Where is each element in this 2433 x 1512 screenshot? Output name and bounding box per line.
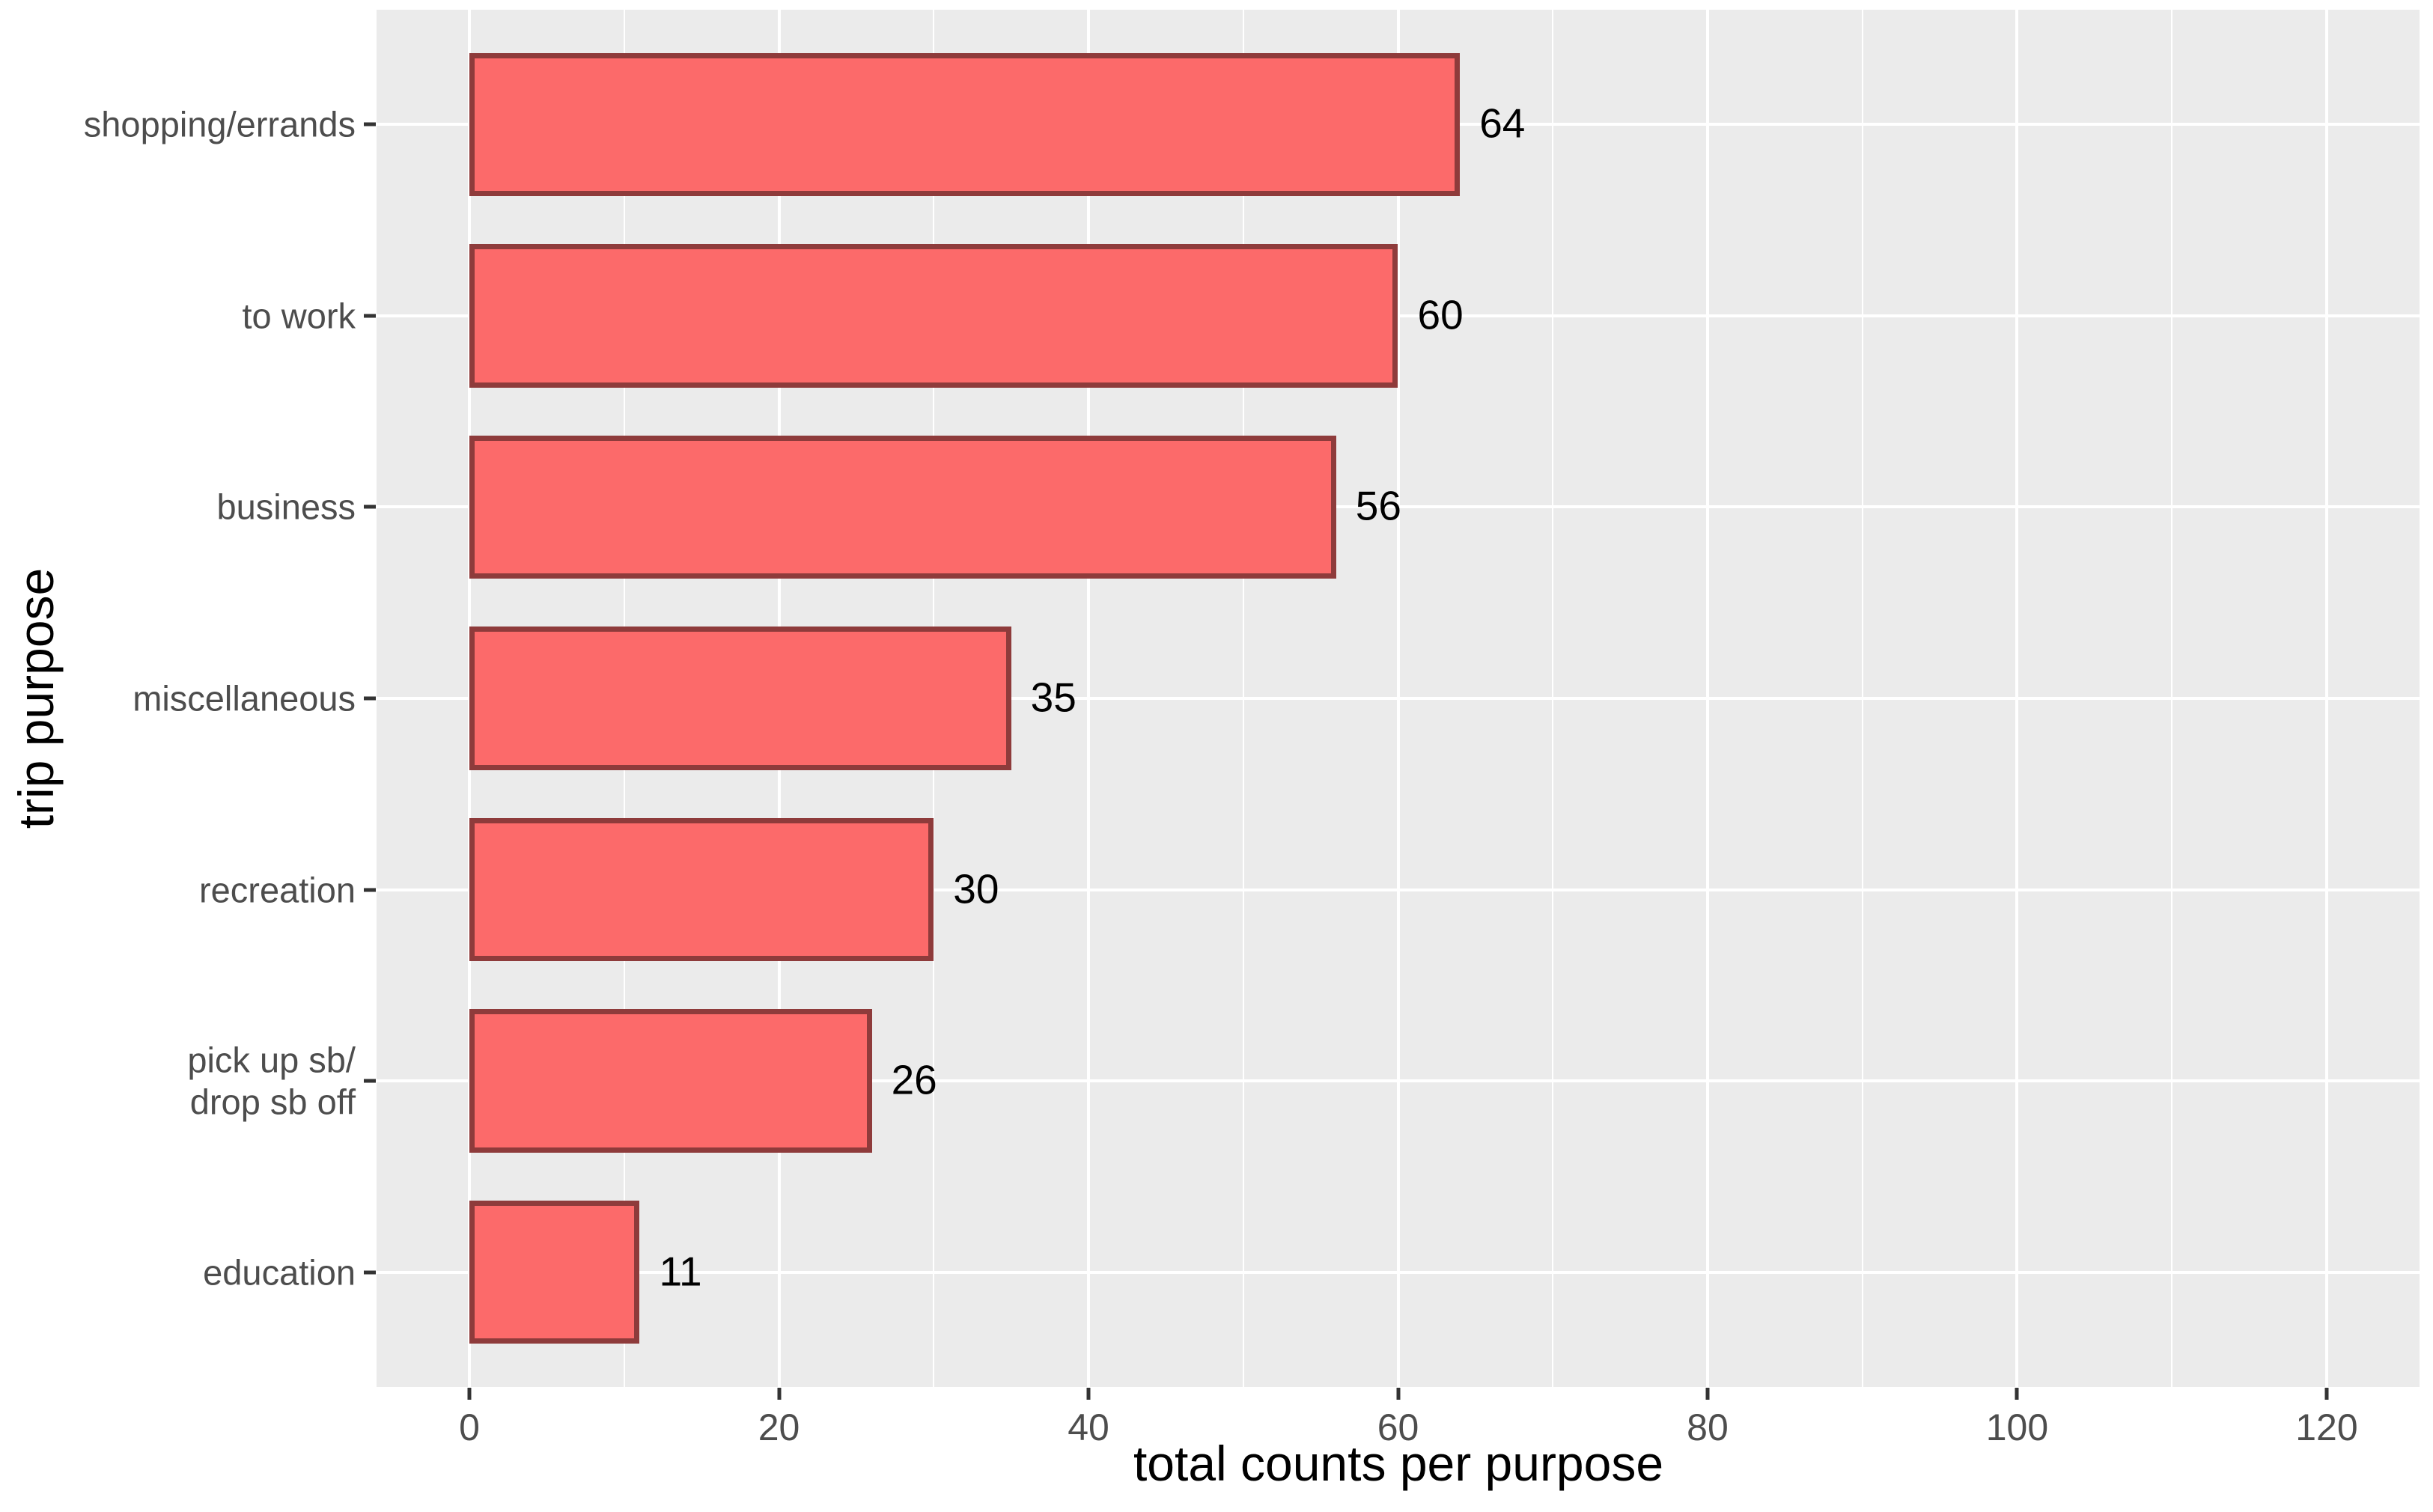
x-tick-mark-40 bbox=[1086, 1388, 1091, 1400]
x-tick-label-100: 100 bbox=[1985, 1406, 2049, 1448]
x-tick-label-80: 80 bbox=[1687, 1406, 1729, 1448]
x-axis-title: total counts per purpose bbox=[1133, 1436, 1664, 1491]
bar-value-label-business: 56 bbox=[1355, 482, 1401, 529]
bar-education bbox=[469, 1200, 640, 1344]
y-tick-mark-education bbox=[364, 1270, 376, 1275]
plot-panel bbox=[377, 10, 2420, 1387]
x-tick-mark-0 bbox=[467, 1388, 472, 1400]
gridline-major-y-to-work bbox=[377, 314, 2420, 317]
bar-value-label-to-work: 60 bbox=[1417, 291, 1464, 338]
y-tick-mark-business bbox=[364, 504, 376, 509]
gridline-major-y-pick-up-sb-drop-sb-off bbox=[377, 1079, 2420, 1083]
bar-value-label-education: 11 bbox=[659, 1248, 702, 1295]
bar-value-label-miscellaneous: 35 bbox=[1030, 674, 1077, 721]
y-tick-mark-miscellaneous bbox=[364, 696, 376, 701]
y-tick-label-business: business bbox=[216, 487, 356, 527]
bar-value-label-recreation: 30 bbox=[953, 865, 999, 912]
x-tick-mark-60 bbox=[1396, 1388, 1400, 1400]
bar-shopping-errands bbox=[469, 52, 1461, 197]
x-tick-mark-80 bbox=[1705, 1388, 1710, 1400]
bar-business bbox=[469, 435, 1336, 579]
bar-miscellaneous bbox=[469, 627, 1011, 770]
x-tick-mark-100 bbox=[2015, 1388, 2019, 1400]
x-tick-label-0: 0 bbox=[459, 1406, 480, 1448]
x-tick-label-60: 60 bbox=[1377, 1406, 1419, 1448]
x-tick-label-20: 20 bbox=[758, 1406, 800, 1448]
y-tick-label-miscellaneous: miscellaneous bbox=[133, 678, 356, 719]
gridline-major-y-recreation bbox=[377, 888, 2420, 891]
gridline-major-y-business bbox=[377, 505, 2420, 509]
y-tick-label-recreation: recreation bbox=[199, 869, 356, 909]
y-tick-mark-shopping-errands bbox=[364, 122, 376, 126]
y-tick-label-pick-up-sb-drop-sb-off: pick up sb/ drop sb off bbox=[187, 1040, 356, 1122]
x-tick-label-120: 120 bbox=[2295, 1406, 2358, 1448]
bar-value-label-shopping-errands: 64 bbox=[1479, 100, 1526, 147]
y-tick-mark-to-work bbox=[364, 314, 376, 318]
y-tick-mark-recreation bbox=[364, 888, 376, 892]
bar-value-label-pick-up-sb-drop-sb-off: 26 bbox=[891, 1056, 937, 1103]
x-tick-mark-20 bbox=[777, 1388, 782, 1400]
gridline-major-y-miscellaneous bbox=[377, 697, 2420, 700]
bar-recreation bbox=[469, 817, 934, 962]
y-tick-label-shopping-errands: shopping/errands bbox=[83, 104, 356, 144]
gridline-major-y-education bbox=[377, 1270, 2420, 1274]
x-tick-mark-120 bbox=[2324, 1388, 2329, 1400]
y-tick-label-to-work: to work bbox=[242, 296, 356, 336]
y-tick-mark-pick-up-sb-drop-sb-off bbox=[364, 1079, 376, 1083]
bar-pick-up-sb-drop-sb-off bbox=[469, 1009, 872, 1153]
x-tick-label-40: 40 bbox=[1068, 1406, 1109, 1448]
y-tick-label-education: education bbox=[203, 1252, 356, 1292]
bar-to-work bbox=[469, 244, 1398, 388]
